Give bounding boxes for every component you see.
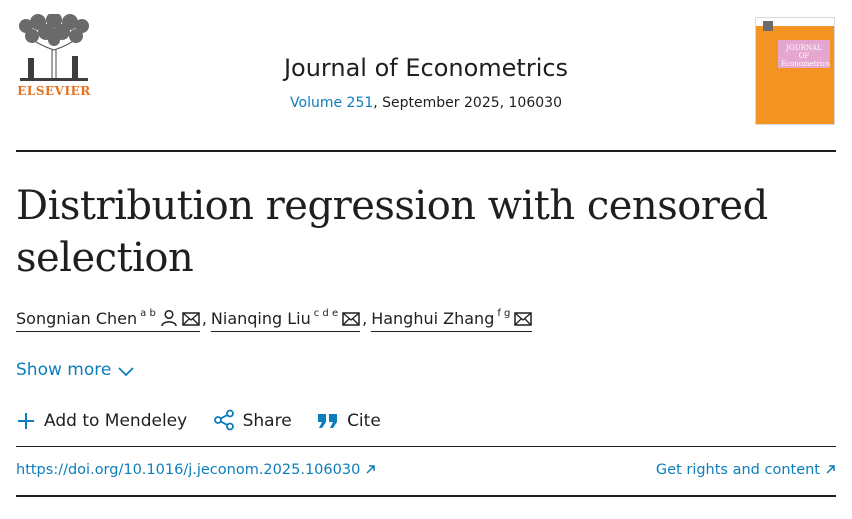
author-songnian-chen[interactable]: Songnian Chen a b bbox=[16, 308, 200, 332]
elsevier-tree-icon[interactable] bbox=[16, 12, 92, 102]
author-name: Hanghui Zhang bbox=[371, 309, 495, 328]
actions-divider bbox=[16, 446, 836, 447]
show-more-button[interactable]: Show more bbox=[16, 360, 135, 380]
article-title: Distribution regression with censored se… bbox=[16, 183, 768, 281]
cite-button[interactable]: Cite bbox=[317, 411, 381, 431]
doi-link-text: https://doi.org/10.1016/j.jeconom.2025.1… bbox=[16, 462, 361, 478]
get-rights-link[interactable]: Get rights and content bbox=[656, 462, 836, 478]
email-icon bbox=[342, 312, 360, 326]
author-affiliations: f g bbox=[497, 308, 511, 319]
volume-link[interactable]: Volume 251 bbox=[290, 95, 374, 111]
issue-details: , September 2025, 106030 bbox=[373, 95, 562, 111]
footer-divider bbox=[16, 495, 836, 497]
add-to-mendeley-label: Add to Mendeley bbox=[44, 411, 188, 431]
author-hanghui-zhang[interactable]: Hanghui Zhang f g bbox=[371, 308, 533, 332]
quote-icon bbox=[318, 414, 338, 428]
share-icon bbox=[213, 409, 234, 431]
email-icon bbox=[514, 312, 533, 326]
get-rights-text: Get rights and content bbox=[655, 462, 820, 478]
add-to-mendeley-button[interactable]: Add to Mendeley bbox=[16, 411, 187, 431]
author-separator: , bbox=[201, 309, 207, 328]
author-name: Nianqing Liu bbox=[210, 309, 311, 328]
email-icon bbox=[182, 312, 200, 326]
article-actions: Add to Mendeley Share Cite bbox=[16, 409, 401, 431]
header-divider bbox=[16, 150, 836, 152]
share-label: Share bbox=[242, 411, 292, 431]
external-arrow-icon bbox=[826, 465, 835, 474]
chevron-down-icon bbox=[118, 367, 134, 377]
journal-title: Journal of Econometrics bbox=[0, 54, 852, 82]
plus-icon bbox=[18, 413, 34, 429]
author-name: Songnian Chen bbox=[16, 309, 138, 328]
journal-title-link[interactable]: Journal of Econometrics bbox=[283, 54, 569, 82]
journal-cover[interactable]: JOURNAL OF Econometrics bbox=[755, 17, 835, 125]
cite-label: Cite bbox=[347, 411, 381, 431]
author-separator: , bbox=[362, 309, 368, 328]
publisher-name: ELSEVIER bbox=[17, 84, 91, 98]
external-arrow-icon bbox=[366, 465, 376, 474]
person-icon bbox=[161, 309, 177, 327]
author-affiliations: a b bbox=[140, 308, 156, 319]
author-nianqing-liu[interactable]: Nianqing Liu c d e bbox=[210, 308, 361, 332]
issue-line: Volume 251, September 2025, 106030 bbox=[0, 95, 852, 111]
cover-header-band bbox=[756, 18, 834, 26]
show-more-label: Show more bbox=[16, 360, 112, 380]
cover-logo-icon bbox=[763, 21, 773, 31]
cover-title: JOURNAL OF Econometrics bbox=[778, 40, 830, 68]
doi-link[interactable]: https://doi.org/10.1016/j.jeconom.2025.1… bbox=[16, 462, 376, 478]
author-list: Songnian Chen a b , Nianqing Liu c d e , H… bbox=[16, 308, 533, 332]
share-button[interactable]: Share bbox=[213, 409, 292, 431]
author-affiliations: c d e bbox=[313, 308, 339, 319]
